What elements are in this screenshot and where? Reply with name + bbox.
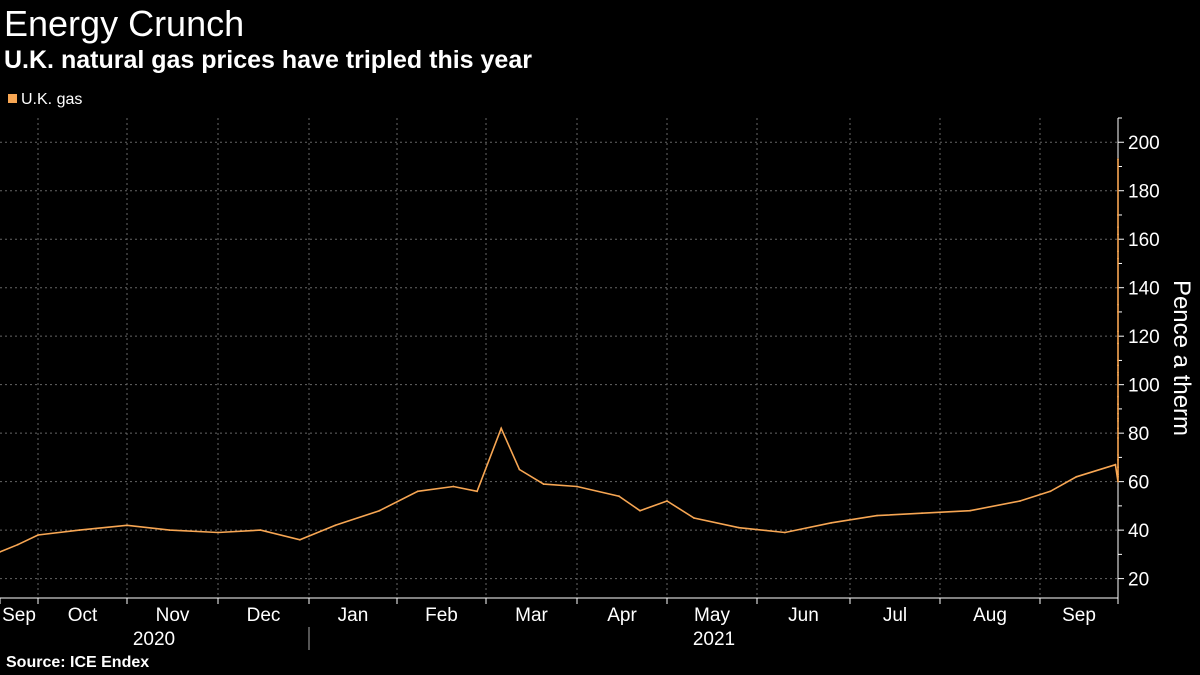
data-point [1117,408,1119,410]
data-point [452,485,455,488]
data-point [16,543,19,546]
axes [0,117,1124,650]
series-layer [0,158,1119,553]
x-tick-label: Sep [2,605,36,626]
data-point [1117,417,1119,420]
legend: U.K. gas [8,90,82,110]
x-tick-label: Jun [788,605,819,626]
x-tick-label: Apr [607,605,637,626]
data-point [37,534,39,536]
y-tick-label: 140 [1128,279,1160,300]
data-point [1117,158,1119,161]
data-point [639,509,641,512]
data-point [500,427,503,430]
year-label: 2021 [693,629,735,650]
data-point [1117,214,1119,216]
data-point [1075,475,1078,478]
data-point [1117,359,1119,362]
data-point [969,509,971,512]
data-point [1117,395,1119,398]
x-tick-label: Jan [338,605,369,626]
data-point [1117,303,1119,306]
y-tick-label: 20 [1128,570,1149,591]
data-point [126,524,128,527]
x-tick-label: Sep [1062,605,1096,626]
legend-label: U.K. gas [21,91,83,108]
data-point [378,509,381,512]
source-note: Source: ICE Endex [6,654,150,671]
x-tick-label: Jul [883,605,907,626]
y-tick-label: 60 [1128,473,1149,494]
data-point [693,517,695,519]
x-tick-label: Oct [68,605,98,626]
data-point [1117,233,1119,236]
data-point [1117,420,1119,422]
data-point [334,524,337,527]
data-point [1117,412,1119,415]
data-point [1114,463,1117,466]
y-tick-label: 40 [1128,521,1149,542]
y-tick-label: 100 [1128,376,1160,397]
data-point [542,483,545,485]
x-tick-label: Mar [515,605,548,626]
chart-subtitle: U.K. natural gas prices have tripled thi… [4,46,532,74]
data-point [738,526,740,529]
y-tick-label: 200 [1128,133,1160,154]
data-point [618,495,620,498]
y-axis-label: Pence a therm [1168,280,1195,436]
chart-title: Energy Crunch [4,3,245,44]
series-line-uk-gas [0,159,1119,553]
data-point [1019,500,1021,502]
data-point [784,531,786,534]
y-tick-label: 120 [1128,327,1160,348]
data-point [78,529,81,531]
data-point [1117,250,1119,253]
data-point [168,529,171,531]
y-tick-label: 160 [1128,230,1160,251]
y-tick-label: 80 [1128,424,1149,445]
data-point [1117,374,1119,376]
data-point [299,538,301,541]
data-point [259,529,262,531]
data-point [1117,364,1119,367]
data-point [1117,480,1119,483]
data-point [1049,490,1052,493]
data-point [1117,437,1119,439]
data-point [1117,454,1119,456]
labels: 20 40 60 80 100 120 140 160 180 200 Sep Oct Nov Dec Ja… [2,133,1195,650]
year-label: 2020 [133,629,175,650]
data-point [1117,342,1119,345]
data-point [1117,371,1119,374]
data-point [1117,458,1119,461]
data-point [1117,257,1119,260]
x-tick-label: Dec [247,605,281,626]
legend-swatch-icon [8,94,17,103]
data-point [1117,311,1119,313]
data-point [217,531,219,534]
data-point [416,490,419,493]
data-point [1117,427,1119,430]
data-point [1117,473,1119,476]
data-point [476,490,478,493]
data-point [1117,403,1119,405]
data-point [1117,226,1119,229]
data-point [1117,286,1119,289]
data-point [876,514,878,517]
data-point [830,521,833,524]
data-point [0,551,1,553]
data-point [1117,330,1119,333]
x-tick-label: May [694,605,730,626]
x-tick-label: Feb [425,605,458,626]
data-point [1117,466,1119,468]
data-point [666,500,668,502]
grid [0,118,1118,598]
data-point [576,485,578,488]
data-point [518,468,521,471]
data-point [1117,475,1119,478]
data-point [921,512,923,515]
x-tick-label: Nov [156,605,190,626]
x-tick-label: Aug [973,605,1007,626]
y-tick-label: 180 [1128,182,1160,203]
